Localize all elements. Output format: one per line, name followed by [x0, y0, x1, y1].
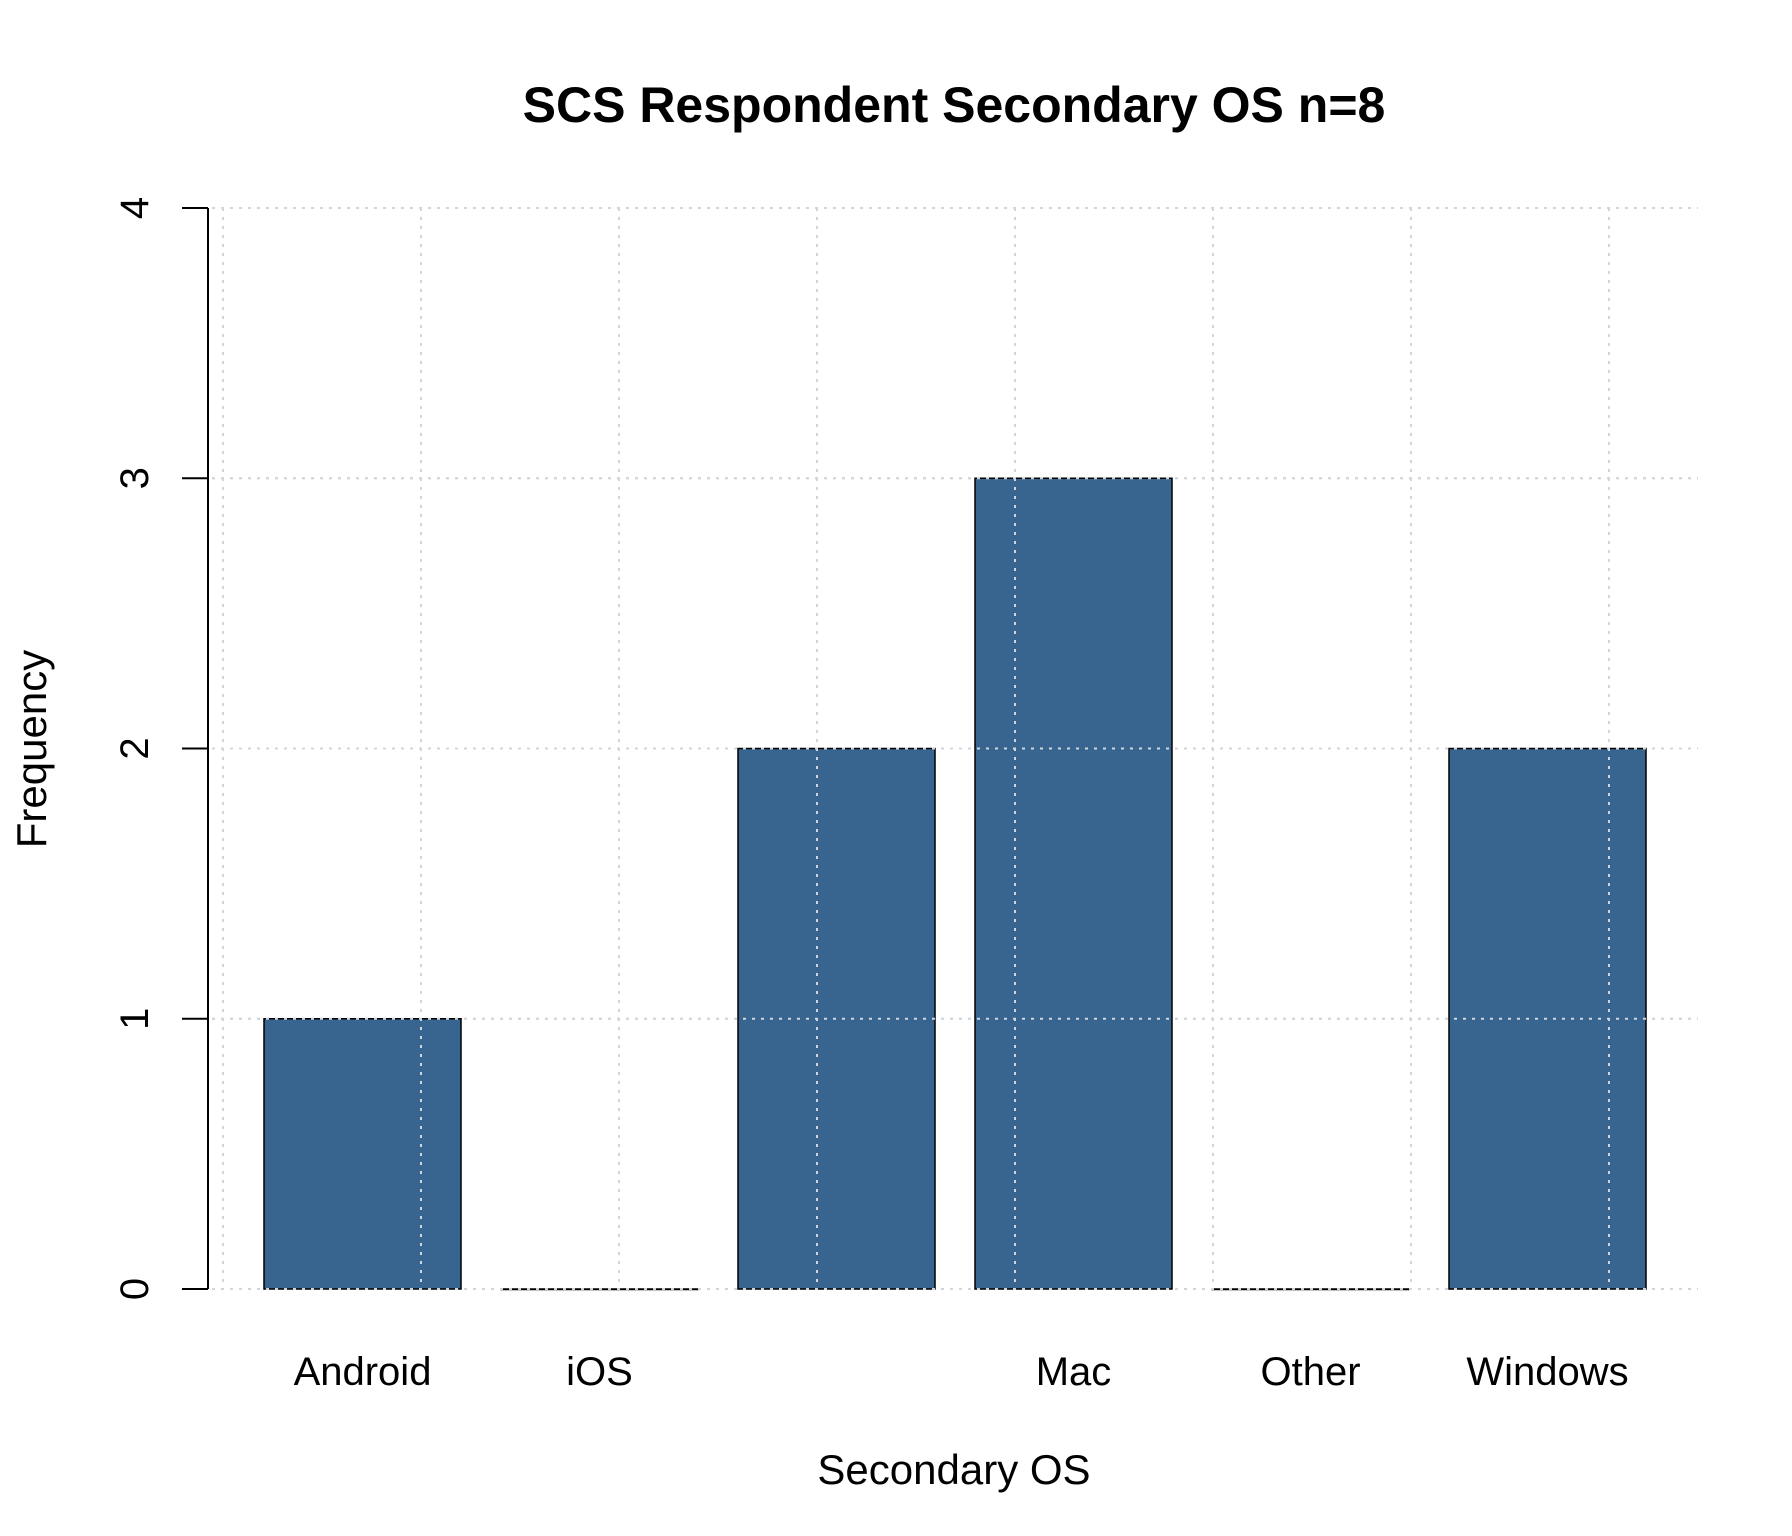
y-ticks: 0 1 2 3 4 [113, 197, 208, 1300]
x-tick-label: Android [294, 1350, 432, 1394]
x-tick-label: Mac [1036, 1350, 1112, 1394]
x-ticks: Android iOS Mac Other Windows [294, 1350, 1629, 1394]
chart-title: SCS Respondent Secondary OS n=8 [523, 77, 1386, 133]
y-axis-title: Frequency [8, 650, 55, 848]
y-tick-label: 0 [113, 1278, 157, 1300]
y-tick-label: 1 [113, 1008, 157, 1030]
y-tick-label: 3 [113, 467, 157, 489]
x-tick-label: iOS [566, 1350, 633, 1394]
bars [263, 477, 1647, 1291]
grid-front [212, 207, 1698, 1290]
bar-mac [974, 477, 1173, 1290]
x-tick-label: Windows [1466, 1350, 1628, 1394]
x-axis-title: Secondary OS [817, 1446, 1090, 1493]
bar-android [263, 1018, 462, 1290]
x-tick-label: Other [1260, 1350, 1360, 1394]
y-tick-label: 2 [113, 737, 157, 759]
y-tick-label: 4 [113, 197, 157, 219]
